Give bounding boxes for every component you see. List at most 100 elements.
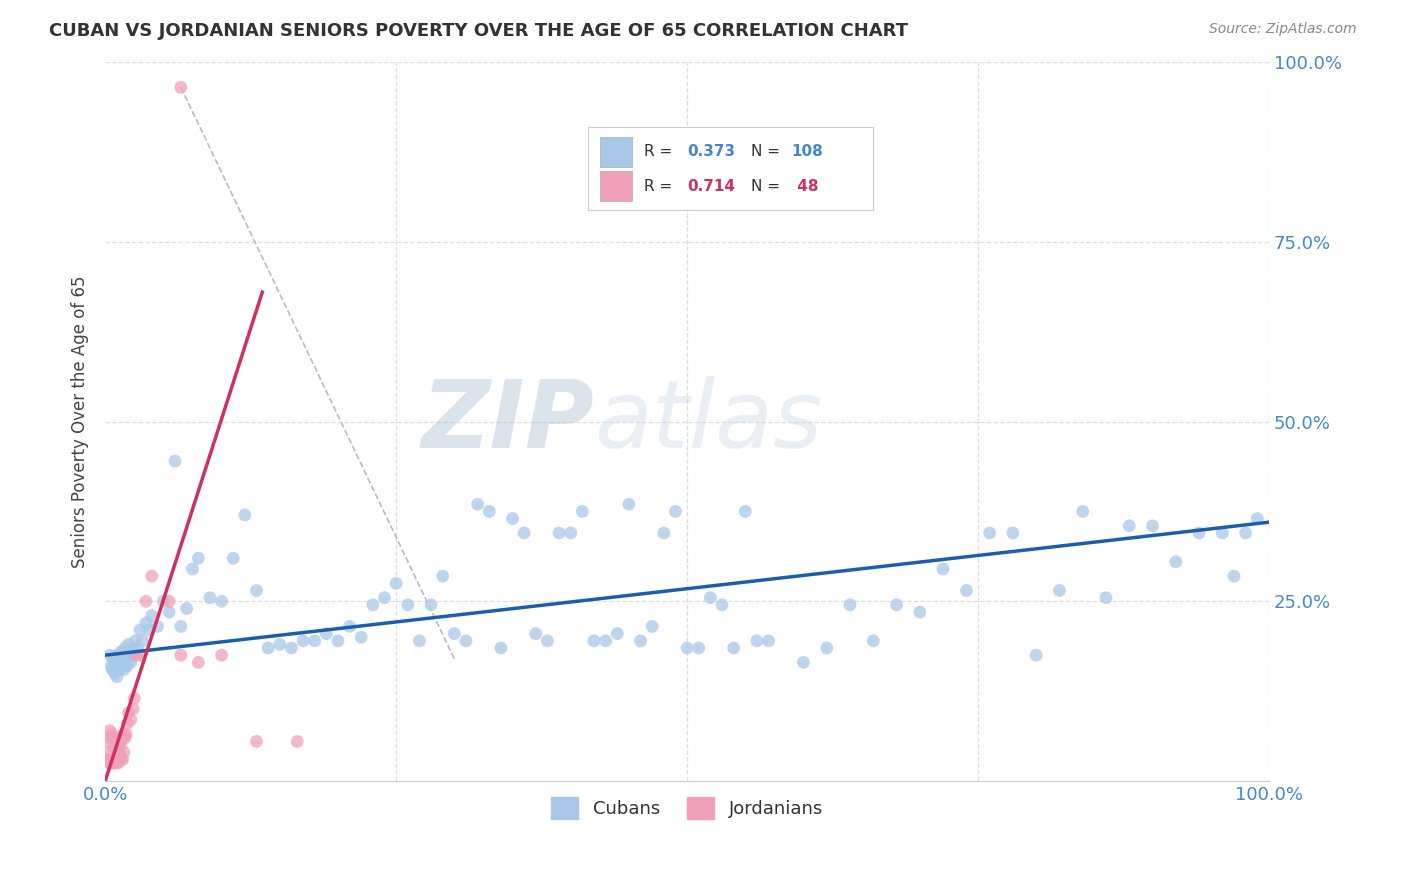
Point (664, 504, 686, 518)
Point (361, 598, 384, 612)
Point (245, 734, 267, 748)
Point (110, 738, 132, 752)
Point (181, 562, 204, 576)
Point (111, 656, 134, 670)
Point (100, 731, 122, 745)
Point (107, 659, 129, 673)
Point (170, 619, 193, 633)
Text: Source: ZipAtlas.com: Source: ZipAtlas.com (1209, 22, 1357, 37)
Point (100, 756, 122, 770)
Text: 0.373: 0.373 (688, 145, 735, 159)
Text: R =: R = (644, 179, 678, 194)
Point (1223, 569, 1246, 583)
Point (125, 648, 148, 663)
Point (1118, 518, 1140, 533)
Point (385, 576, 408, 591)
Point (932, 562, 955, 576)
Point (408, 633, 430, 648)
Point (170, 648, 193, 663)
Point (117, 637, 139, 651)
Point (105, 648, 128, 663)
Point (120, 713, 142, 727)
Point (138, 623, 160, 637)
Point (839, 598, 862, 612)
Point (135, 615, 157, 630)
Point (98, 752, 121, 766)
Text: N =: N = (751, 145, 785, 159)
Point (187, 551, 209, 566)
Point (606, 626, 628, 640)
Point (292, 633, 315, 648)
Point (1188, 526, 1211, 541)
Point (502, 511, 524, 525)
Point (114, 640, 136, 655)
Point (108, 752, 131, 766)
Point (105, 670, 128, 684)
Point (326, 633, 349, 648)
Text: ZIP: ZIP (422, 376, 593, 467)
Point (103, 666, 125, 681)
Point (141, 569, 163, 583)
Point (1164, 555, 1187, 569)
Point (107, 745, 129, 759)
Point (96, 752, 118, 766)
Point (135, 594, 157, 608)
Point (745, 633, 768, 648)
Text: atlas: atlas (593, 376, 823, 467)
Legend: Cubans, Jordanians: Cubans, Jordanians (544, 789, 830, 826)
Point (1025, 648, 1047, 663)
Point (105, 752, 128, 766)
Point (105, 734, 128, 748)
Point (170, 80, 193, 95)
Point (1095, 591, 1118, 605)
Point (117, 716, 139, 731)
Point (100, 659, 122, 673)
Point (536, 633, 558, 648)
Point (103, 741, 125, 756)
Point (815, 640, 838, 655)
Point (110, 752, 132, 766)
Point (129, 648, 152, 663)
Point (211, 594, 233, 608)
Point (1001, 526, 1024, 541)
Point (112, 745, 135, 759)
Point (117, 659, 139, 673)
Point (1071, 504, 1094, 518)
Point (104, 734, 127, 748)
Point (688, 640, 710, 655)
Point (114, 731, 136, 745)
Text: CUBAN VS JORDANIAN SENIORS POVERTY OVER THE AGE OF 65 CORRELATION CHART: CUBAN VS JORDANIAN SENIORS POVERTY OVER … (49, 22, 908, 40)
Point (489, 640, 512, 655)
Point (176, 601, 198, 615)
Point (617, 497, 640, 511)
Point (141, 608, 163, 623)
Point (432, 569, 454, 583)
Point (111, 731, 134, 745)
Point (103, 652, 125, 666)
Point (101, 663, 124, 677)
Point (571, 504, 593, 518)
Point (110, 748, 132, 763)
Point (641, 619, 664, 633)
Point (112, 727, 135, 741)
Point (233, 508, 256, 522)
Point (396, 598, 419, 612)
Point (886, 598, 908, 612)
Point (979, 526, 1001, 541)
Point (110, 652, 132, 666)
Bar (600, 136, 633, 167)
Point (758, 633, 780, 648)
Y-axis label: Seniors Poverty Over the Age of 65: Seniors Poverty Over the Age of 65 (72, 276, 89, 568)
FancyBboxPatch shape (588, 127, 873, 210)
Point (467, 497, 489, 511)
Point (792, 656, 814, 670)
Point (104, 756, 127, 770)
Point (157, 605, 180, 619)
Point (103, 731, 125, 745)
Point (157, 594, 180, 608)
Point (955, 583, 977, 598)
Point (97, 734, 120, 748)
Point (124, 633, 146, 648)
Point (1246, 511, 1268, 525)
Point (124, 648, 146, 663)
